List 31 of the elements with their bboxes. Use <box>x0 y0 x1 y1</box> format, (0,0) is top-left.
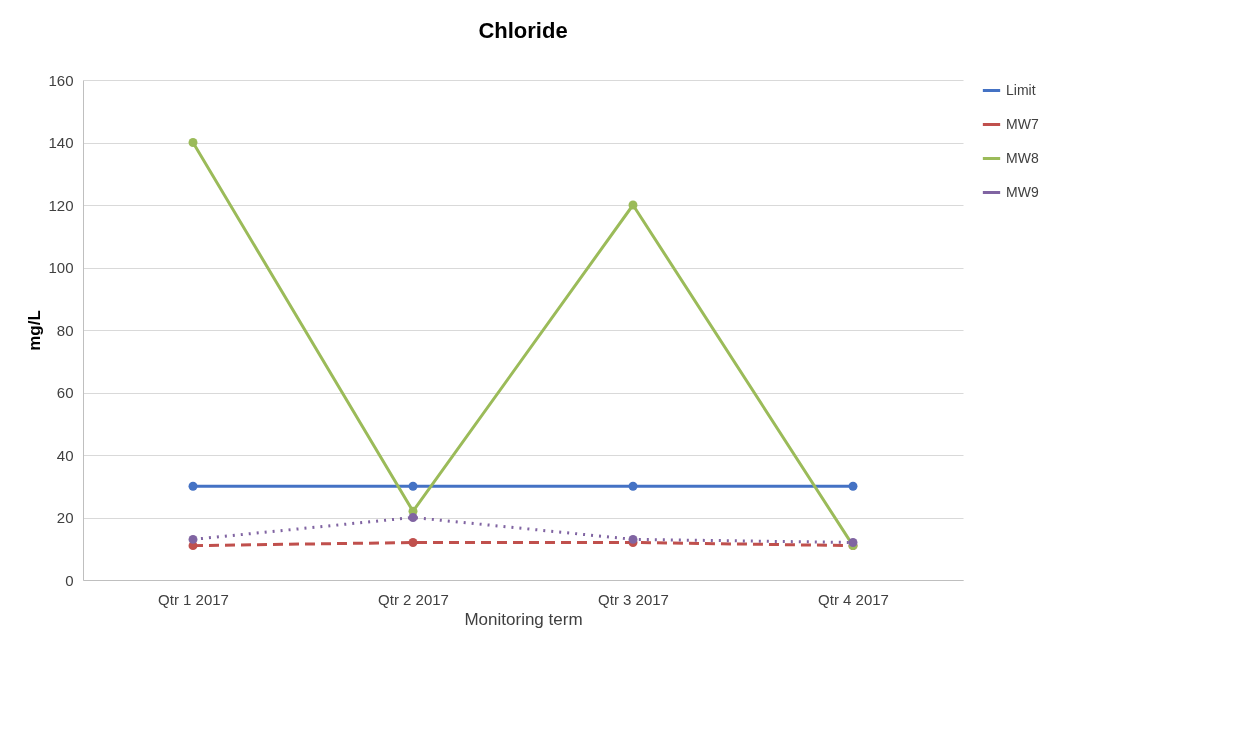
legend-label: MW7 <box>1006 115 1039 132</box>
point <box>408 513 418 522</box>
legend-label: Limit <box>1006 81 1036 98</box>
legend-label: MW9 <box>1006 183 1039 200</box>
y-tick-label: 160 <box>48 71 74 89</box>
y-tick-label: 0 <box>65 571 74 589</box>
x-tick-label: Qtr 3 2017 <box>598 590 669 608</box>
point <box>408 481 418 491</box>
chart-title: Chloride <box>478 18 568 43</box>
point <box>628 534 638 544</box>
legend-label: MW8 <box>1006 149 1039 166</box>
y-tick-label: 40 <box>56 446 74 464</box>
y-tick-label: 80 <box>56 321 74 339</box>
point <box>628 200 638 210</box>
point <box>408 538 418 547</box>
y-tick-label: 100 <box>48 259 74 276</box>
y-tick-label: 120 <box>48 196 74 214</box>
y-axis-title: mg/L <box>25 310 45 351</box>
y-tick-label: 140 <box>48 134 74 151</box>
point <box>188 534 198 544</box>
point <box>188 138 198 147</box>
point <box>848 538 858 547</box>
y-tick-label: 60 <box>56 384 74 401</box>
x-tick-label: Qtr 1 2017 <box>158 590 229 608</box>
point <box>848 481 858 491</box>
point <box>188 481 198 491</box>
x-axis-title: Monitoring term <box>464 609 583 629</box>
point <box>628 481 638 491</box>
x-tick-label: Qtr 2 2017 <box>378 590 449 608</box>
x-tick-label: Qtr 4 2017 <box>818 590 889 608</box>
y-tick-label: 20 <box>56 509 74 526</box>
